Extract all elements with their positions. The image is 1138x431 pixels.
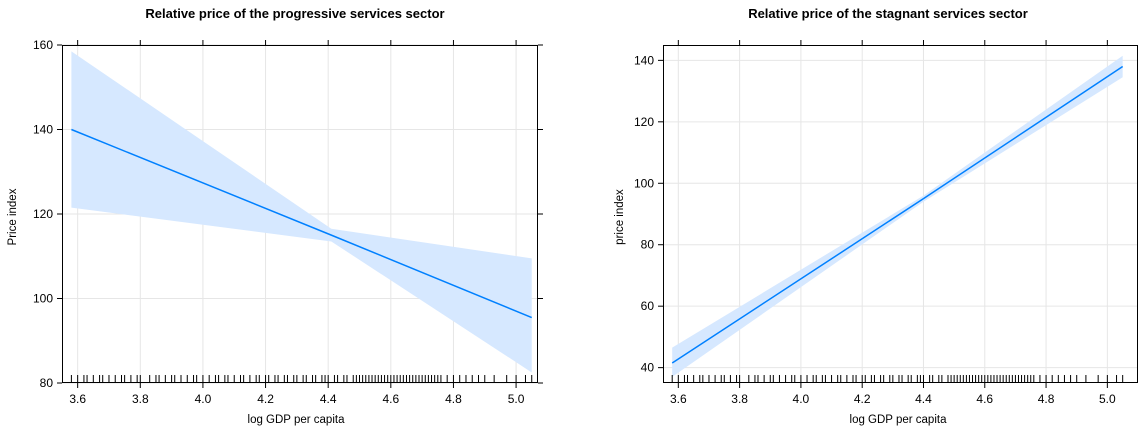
left-x-axis-title: log GDP per capita [248,414,346,426]
right-y-tick-label: 40 [641,361,655,375]
right-x-axis-title: log GDP per capita [850,414,948,426]
left-x-tick-label: 4.0 [195,392,212,406]
right-y-tick-label: 80 [641,238,655,252]
left-x-tick-label: 3.6 [69,392,86,406]
left-x-tick-label: 4.2 [257,392,274,406]
right-y-tick-label: 120 [634,115,654,129]
right-x-tick-label: 3.6 [670,392,687,406]
left-x-tick-label: 5.0 [508,392,525,406]
left-y-axis-title: Price index [7,188,19,245]
left-y-tick-label: 80 [40,376,54,390]
right-x-tick-label: 4.6 [976,392,993,406]
right-y-tick-label: 60 [641,299,655,313]
right-chart-title: Relative price of the stagnant services … [748,6,1028,21]
left-plot-area [57,40,543,388]
right-y-tick-label: 140 [634,53,654,67]
right-y-axis-title: price index [614,189,626,245]
right-x-tick-label: 4.8 [1038,392,1055,406]
left-chart-title: Relative price of the progressive servic… [145,6,444,21]
left-x-tick-label: 4.4 [320,392,337,406]
left-x-tick-label: 4.6 [382,392,399,406]
left-fit-line [71,128,533,319]
right-chart-panel: Relative price of the stagnant services … [614,6,1138,426]
right-x-tick-label: 4.0 [793,392,810,406]
right-fit-line [671,65,1124,364]
left-y-tick-label: 120 [33,207,53,221]
right-y-tick-label: 100 [634,176,654,190]
left-x-tick-label: 3.8 [132,392,149,406]
right-x-tick-label: 3.8 [731,392,748,406]
left-plot-frame [62,45,538,383]
left-chart-panel: Relative price of the progressive servic… [7,6,543,426]
left-y-tick-label: 140 [33,123,53,137]
right-plot-area [658,40,1138,388]
right-x-tick-label: 4.4 [915,392,932,406]
left-x-tick-label: 4.8 [445,392,462,406]
right-x-tick-label: 4.2 [854,392,871,406]
left-y-tick-label: 100 [33,292,53,306]
right-x-tick-label: 5.0 [1099,392,1116,406]
left-y-tick-label: 160 [33,38,53,52]
left-confidence-band [71,51,532,373]
